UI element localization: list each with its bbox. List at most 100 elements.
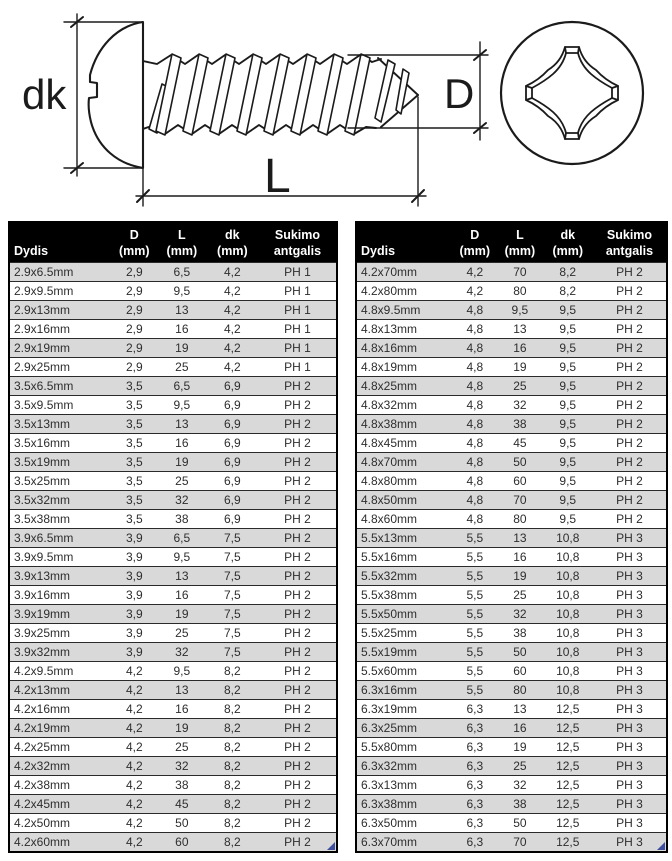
value-cell: 7,5 (205, 604, 259, 624)
phillips-cross-icon (525, 46, 619, 140)
value-cell: 5,5 (452, 585, 498, 605)
value-cell: 13 (157, 566, 206, 586)
size-cell: 5.5x60mm (356, 661, 453, 681)
size-cell: 5.5x25mm (356, 623, 453, 643)
value-cell: 3,5 (110, 509, 158, 529)
table-row: 4.8x45mm 4,8 45 9,5 PH 2 (356, 433, 667, 453)
value-cell: PH 2 (258, 509, 337, 529)
table-row: 4.2x9.5mm 4,2 9,5 8,2 PH 2 (9, 661, 337, 681)
value-cell: PH 2 (258, 642, 337, 662)
value-cell: 4,8 (452, 471, 498, 491)
header-row: Dydis D (mm) L (mm) dk (mm) Sukimo antgalis (356, 222, 667, 263)
value-cell: 4,2 (110, 737, 158, 757)
size-cell: 4.2x50mm (9, 813, 111, 833)
value-cell: 5,5 (452, 604, 498, 624)
value-cell: 4,2 (110, 794, 158, 814)
value-cell: 38 (497, 623, 543, 643)
pan-head-side-view (87, 20, 145, 170)
value-cell: 3,9 (110, 528, 158, 548)
value-cell: 6,3 (452, 718, 498, 738)
table-row: 4.8x19mm 4,8 19 9,5 PH 2 (356, 357, 667, 377)
size-cell: 4.2x70mm (356, 262, 453, 282)
value-cell: 2,9 (110, 357, 158, 377)
table-row: 4.8x38mm 4,8 38 9,5 PH 2 (356, 414, 667, 434)
table-row: 6.3x16mm 5,5 80 10,8 PH 3 (356, 680, 667, 700)
column-header: Dydis (356, 222, 453, 263)
value-cell: PH 2 (592, 262, 667, 282)
column-header: Sukimo antgalis (258, 222, 337, 263)
value-cell: 7,5 (205, 566, 259, 586)
column-header: D (mm) (452, 222, 498, 263)
value-cell: 9,5 (157, 661, 206, 681)
value-cell: 4,2 (205, 357, 259, 377)
table-row: 4.2x13mm 4,2 13 8,2 PH 2 (9, 680, 337, 700)
spec-table-left: Dydis D (mm) L (mm) dk (mm) Sukimo antgalis 2.9x… (8, 221, 338, 853)
value-cell: 9,5 (542, 376, 593, 396)
value-cell: PH 3 (592, 794, 667, 814)
size-cell: 4.2x13mm (9, 680, 111, 700)
value-cell: 3,5 (110, 395, 158, 415)
table-body: 4.2x70mm 4,2 70 8,2 PH 2 4.2x80mm 4,2 80 8,2 PH 2… (356, 262, 667, 852)
table-row: 4.8x60mm 4,8 80 9,5 PH 2 (356, 509, 667, 529)
value-cell: 6,3 (452, 832, 498, 852)
value-cell: 2,9 (110, 300, 158, 320)
size-cell: 6.3x16mm (356, 680, 453, 700)
table-row: 6.3x25mm 6,3 16 12,5 PH 3 (356, 718, 667, 738)
table-row: 4.8x25mm 4,8 25 9,5 PH 2 (356, 376, 667, 396)
size-cell: 6.3x25mm (356, 718, 453, 738)
table-row: 4.8x70mm 4,8 50 9,5 PH 2 (356, 452, 667, 472)
value-cell: PH 2 (258, 604, 337, 624)
spec-table-right-wrap: Dydis D (mm) L (mm) dk (mm) Sukimo antgalis 4.2x… (355, 221, 668, 853)
size-cell: 2.9x13mm (9, 300, 111, 320)
value-cell: PH 2 (258, 395, 337, 415)
table-row: 3.5x32mm 3,5 32 6,9 PH 2 (9, 490, 337, 510)
value-cell: 9,5 (157, 281, 206, 301)
size-cell: 4.8x19mm (356, 357, 453, 377)
value-cell: PH 2 (258, 452, 337, 472)
value-cell: 12,5 (542, 832, 593, 852)
value-cell: 6,3 (452, 699, 498, 719)
value-cell: 32 (157, 642, 206, 662)
value-cell: 8,2 (542, 262, 593, 282)
size-cell: 3.5x16mm (9, 433, 111, 453)
value-cell: PH 3 (592, 775, 667, 795)
value-cell: 2,9 (110, 281, 158, 301)
table-row: 5.5x60mm 5,5 60 10,8 PH 3 (356, 661, 667, 681)
size-cell: 4.8x25mm (356, 376, 453, 396)
value-cell: 19 (497, 737, 543, 757)
table-row: 5.5x13mm 5,5 13 10,8 PH 3 (356, 528, 667, 548)
value-cell: PH 2 (258, 623, 337, 643)
dk-label: dk (22, 71, 67, 118)
value-cell: 4,2 (205, 338, 259, 358)
value-cell: 3,5 (110, 414, 158, 434)
value-cell: 50 (157, 813, 206, 833)
table-row: 5.5x50mm 5,5 32 10,8 PH 3 (356, 604, 667, 624)
value-cell: 8,2 (205, 813, 259, 833)
size-cell: 4.2x16mm (9, 699, 111, 719)
value-cell: 9,5 (542, 433, 593, 453)
table-row: 5.5x80mm 6,3 19 12,5 PH 3 (356, 737, 667, 757)
table-row: 3.9x19mm 3,9 19 7,5 PH 2 (9, 604, 337, 624)
size-cell: 6.3x50mm (356, 813, 453, 833)
value-cell: 4,2 (452, 281, 498, 301)
size-cell: 5.5x16mm (356, 547, 453, 567)
value-cell: 6,9 (205, 395, 259, 415)
value-cell: 25 (157, 357, 206, 377)
value-cell: 25 (497, 376, 543, 396)
value-cell: PH 2 (258, 471, 337, 491)
value-cell: 19 (157, 338, 206, 358)
value-cell: 9,5 (497, 300, 543, 320)
length-label: L (264, 150, 291, 203)
size-cell: 4.8x80mm (356, 471, 453, 491)
value-cell: 3,5 (110, 490, 158, 510)
value-cell: 80 (497, 509, 543, 529)
value-cell: 9,5 (542, 490, 593, 510)
value-cell: 5,5 (452, 661, 498, 681)
thread-crests (148, 53, 410, 136)
size-cell: 6.3x32mm (356, 756, 453, 776)
value-cell: PH 1 (258, 357, 337, 377)
table-row: 4.8x9.5mm 4,8 9,5 9,5 PH 2 (356, 300, 667, 320)
table-row: 6.3x50mm 6,3 50 12,5 PH 3 (356, 813, 667, 833)
value-cell: 4,8 (452, 376, 498, 396)
value-cell: 2,9 (110, 319, 158, 339)
